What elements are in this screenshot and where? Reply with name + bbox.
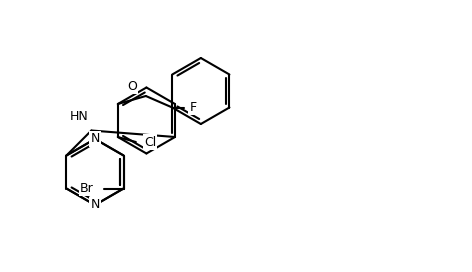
Text: Cl: Cl xyxy=(144,135,156,149)
Text: Br: Br xyxy=(80,182,93,195)
Text: N: N xyxy=(90,132,100,146)
Text: N: N xyxy=(90,199,100,212)
Text: F: F xyxy=(189,101,196,114)
Text: HN: HN xyxy=(70,110,88,123)
Text: O: O xyxy=(127,80,137,93)
